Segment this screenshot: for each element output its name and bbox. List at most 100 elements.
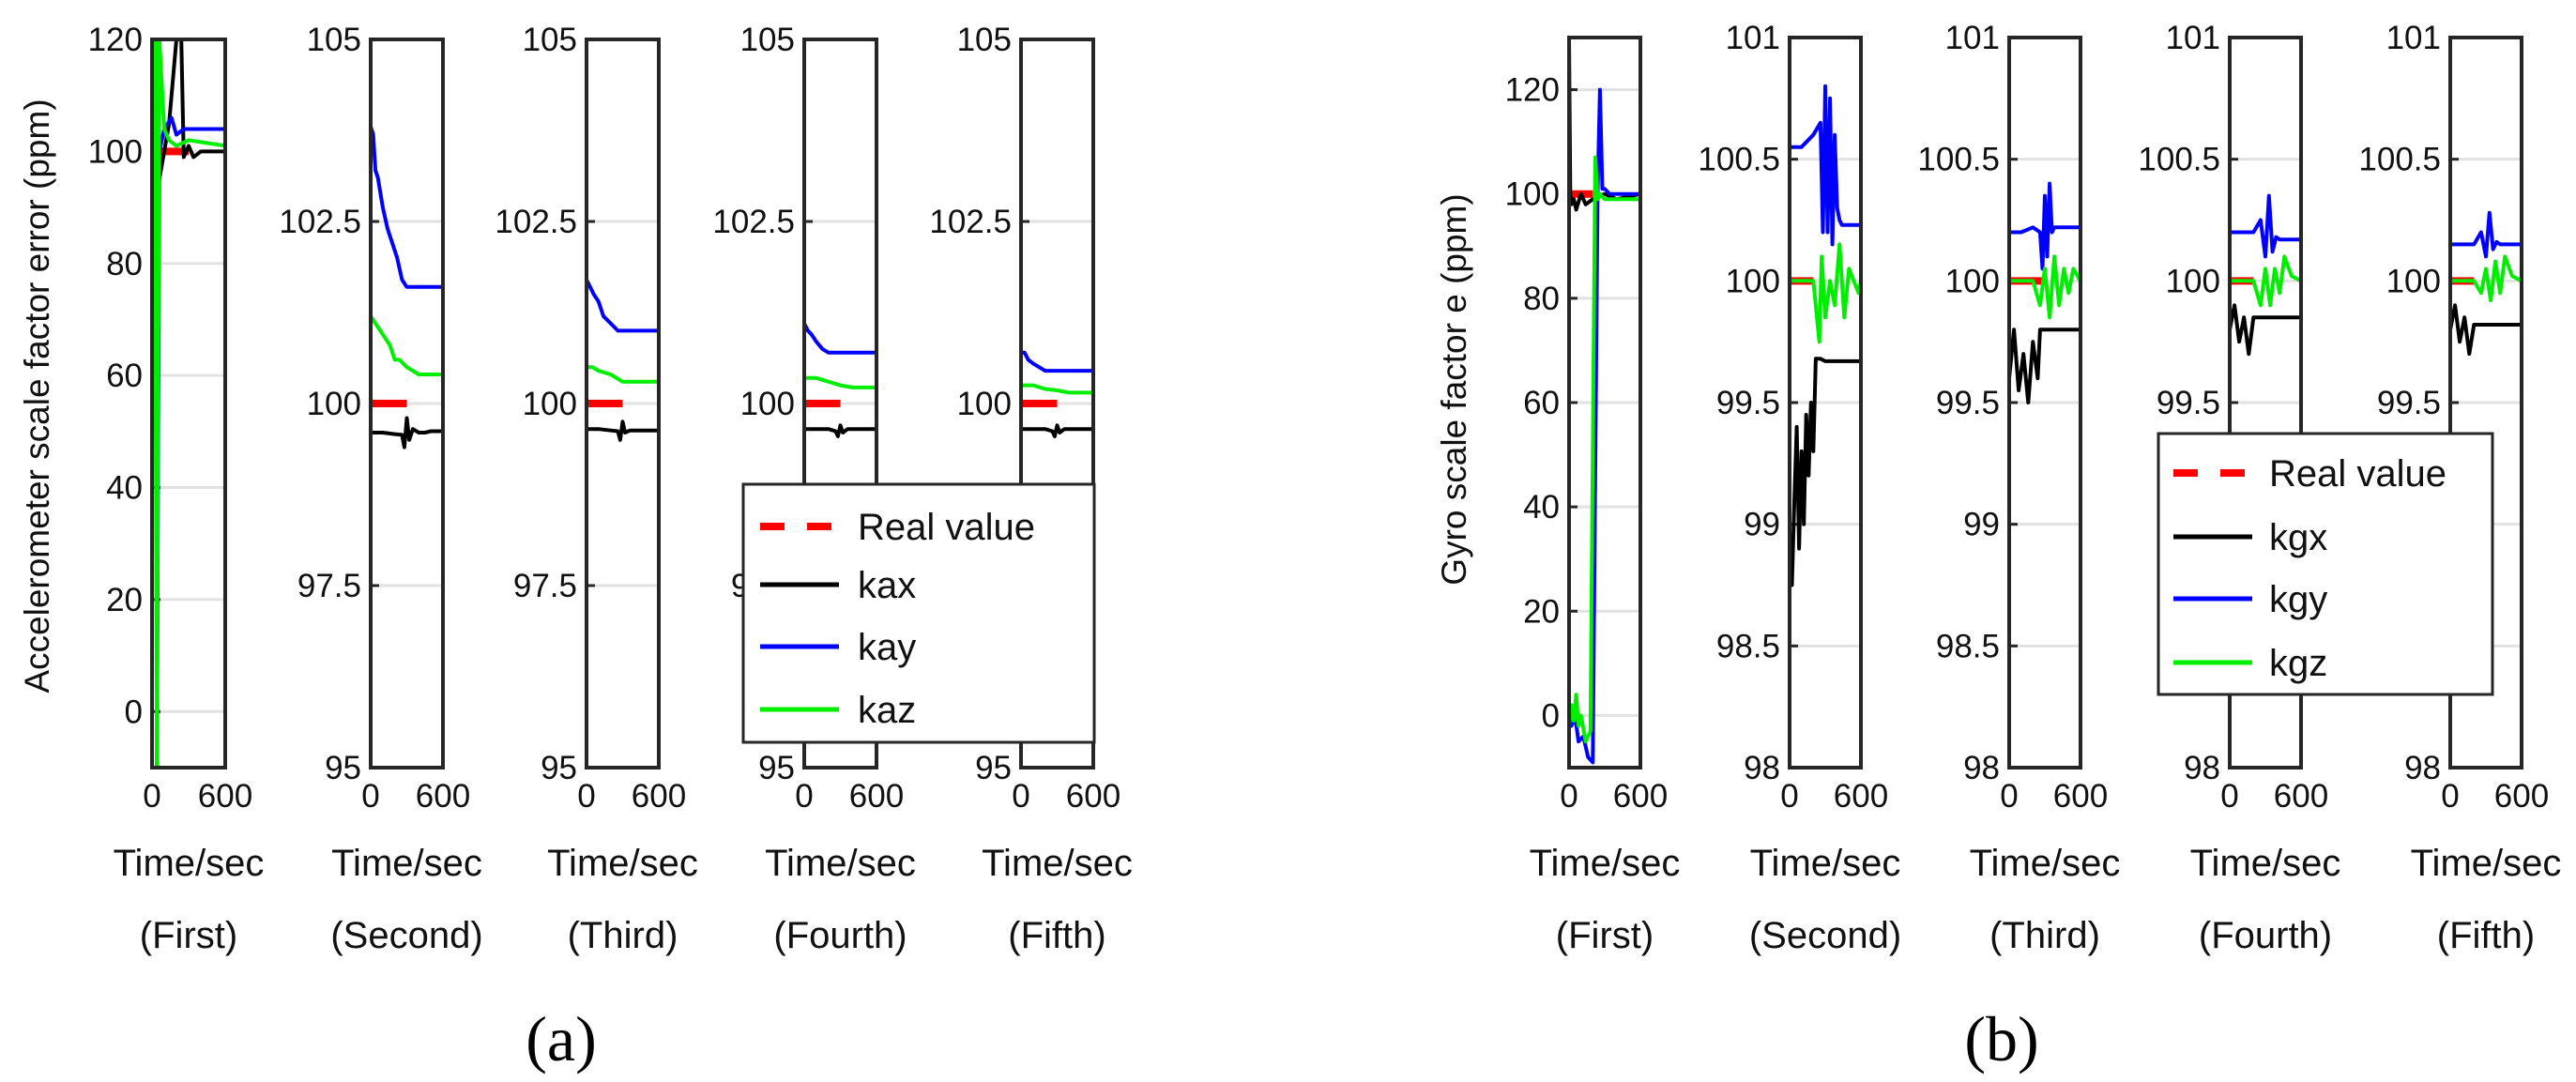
y-tick-label: 0	[1542, 697, 1560, 734]
caption-a: (a)	[526, 1003, 596, 1074]
y-tick-label: 105	[307, 22, 361, 58]
series-line-kax	[587, 419, 659, 442]
x-tick-label: 600	[1066, 778, 1120, 815]
y-tick-label: 98	[2404, 750, 2441, 786]
series-group	[2009, 181, 2081, 404]
x-tick-label: 0	[2000, 778, 2018, 815]
series-line-kgz	[2230, 254, 2301, 308]
series-group	[1569, 38, 1640, 765]
series-line-kgy	[1790, 84, 1861, 247]
x-tick-label: 0	[1560, 778, 1578, 815]
x-tick-label: 0	[1012, 778, 1029, 815]
x-tick-label: 600	[2053, 778, 2108, 815]
y-tick-label: 40	[106, 470, 143, 507]
series-line-kay	[804, 322, 876, 355]
y-tick-label: 100.5	[2358, 142, 2441, 178]
x-tick-label: 600	[2494, 778, 2549, 815]
series-line-kgx	[2450, 303, 2522, 357]
y-tick-label: 100.5	[2138, 142, 2220, 178]
y-tick-label: 80	[106, 246, 143, 282]
y-tick-label: 98	[2184, 750, 2220, 786]
y-tick-label: 105	[957, 22, 1012, 58]
series-group	[804, 322, 876, 438]
y-tick-label: 100	[2386, 263, 2441, 299]
y-tick-label: 101	[2386, 20, 2441, 56]
y-tick-label: 99.5	[1936, 385, 2000, 421]
x-axis-label: Time/sec	[982, 843, 1133, 884]
y-tick-label: 95	[758, 750, 795, 786]
series-line-kay	[152, 115, 225, 768]
series-line-kgy	[2009, 181, 2081, 271]
axes-box	[2448, 36, 2523, 770]
y-tick-label: 100	[88, 133, 143, 170]
series-group	[2230, 193, 2301, 357]
y-tick-label: 99.5	[2157, 385, 2220, 421]
x-axis-sublabel: (Fifth)	[1008, 915, 1105, 956]
ylabel-panel-b: Gyro scale factor e (ppm)	[1435, 193, 1473, 585]
series-line-kax	[371, 416, 443, 450]
axes-box	[1019, 38, 1095, 770]
series-line-kgy	[2230, 193, 2301, 259]
axes-box	[150, 38, 227, 770]
y-tick-label: 105	[740, 22, 795, 58]
series-line-kax	[804, 423, 876, 438]
x-axis-sublabel: (Fourth)	[2199, 915, 2332, 956]
legend-label: kay	[858, 627, 916, 668]
y-tick-label: 100.5	[1698, 142, 1780, 178]
series-line-kgz	[1790, 242, 1861, 344]
y-tick-label: 100	[2166, 263, 2220, 299]
series-group	[152, 39, 225, 768]
series-line-kay	[1021, 350, 1093, 373]
x-axis-sublabel: (First)	[1556, 915, 1654, 956]
axes-box	[369, 38, 445, 770]
x-tick-label: 0	[2441, 778, 2459, 815]
y-tick-label: 102.5	[929, 204, 1012, 240]
legend-label: Real value	[858, 507, 1035, 548]
y-tick-label: 100	[1726, 263, 1780, 299]
y-tick-label: 102.5	[712, 204, 795, 240]
series-line-kgy	[2450, 210, 2522, 259]
axes-box	[2228, 36, 2303, 770]
x-axis-sublabel: (Second)	[1749, 915, 1901, 956]
caption-b: (b)	[1964, 1003, 2038, 1074]
y-tick-label: 60	[1523, 385, 1560, 421]
x-axis-sublabel: (Fifth)	[2437, 915, 2535, 956]
x-tick-label: 0	[577, 778, 595, 815]
subplot-a-3: 95 97.5 100 102.5 105 0 600 Time/sec (Third)	[495, 22, 697, 956]
series-line-kgz	[1569, 155, 1640, 744]
legend-box	[2157, 432, 2494, 696]
x-axis-label: Time/sec	[331, 843, 482, 884]
series-line-kay	[371, 126, 443, 289]
y-tick-label: 99.5	[1716, 385, 1780, 421]
subplot-b-2: 98 98.5 99 99.5 100 100.5 101 0 600 Time/sec (Seco…	[1698, 20, 1901, 956]
axes-box	[802, 38, 878, 770]
y-tick-label: 100	[1945, 263, 2000, 299]
y-tick-label: 100	[307, 386, 361, 422]
legends-layer: Real value kax kay kaz Real value kgx kgy kgz	[741, 432, 2494, 744]
x-axis-label: Time/sec	[114, 843, 265, 884]
legend-label: kgy	[2269, 579, 2327, 620]
x-tick-label: 600	[849, 778, 904, 815]
series-line-kgx	[1569, 38, 1640, 212]
y-tick-label: 98	[1744, 750, 1780, 786]
y-tick-label: 101	[1726, 20, 1780, 56]
legend-box	[741, 482, 1096, 744]
subplot-a-2: 95 97.5 100 102.5 105 0 600 Time/sec (Second)	[279, 22, 482, 956]
y-tick-label: 60	[106, 358, 143, 394]
series-line-kay	[587, 279, 659, 333]
y-tick-label: 100.5	[1917, 142, 2000, 178]
x-tick-label: 600	[1834, 778, 1888, 815]
series-line-kaz	[587, 365, 659, 384]
series-line-kgz	[2450, 254, 2522, 303]
series-line-kax	[1021, 423, 1093, 438]
y-tick-label: 99	[1744, 507, 1780, 543]
legend-label: Real value	[2269, 453, 2446, 495]
y-tick-label: 98	[1963, 750, 2000, 786]
y-tick-label: 80	[1523, 281, 1560, 317]
y-tick-label: 97.5	[297, 568, 361, 604]
x-axis-sublabel: (First)	[140, 915, 237, 956]
x-tick-label: 600	[2274, 778, 2328, 815]
x-tick-label: 0	[143, 778, 160, 815]
x-tick-label: 600	[1613, 778, 1668, 815]
